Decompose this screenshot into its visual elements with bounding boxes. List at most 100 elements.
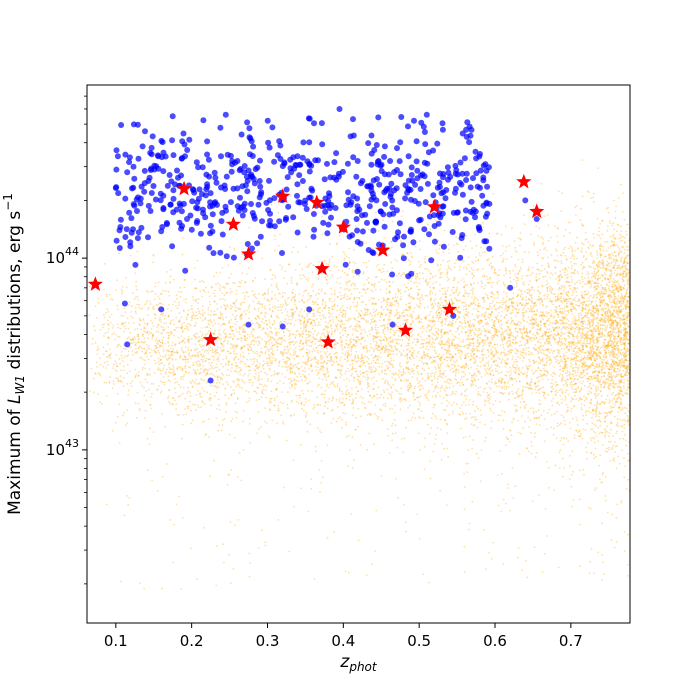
orange-point	[603, 328, 606, 331]
orange-point	[598, 263, 600, 265]
orange-point	[244, 313, 247, 316]
orange-point	[570, 345, 572, 348]
orange-point	[532, 204, 535, 207]
orange-point	[303, 310, 306, 312]
orange-point	[284, 366, 287, 368]
orange-point	[574, 300, 577, 302]
orange-point	[106, 364, 109, 366]
orange-point	[596, 379, 599, 381]
orange-point	[340, 390, 343, 393]
orange-point	[400, 387, 403, 390]
orange-point	[341, 305, 344, 307]
orange-point	[571, 373, 574, 376]
orange-point	[380, 305, 383, 308]
orange-point	[450, 268, 453, 271]
orange-point	[349, 317, 352, 320]
orange-point	[615, 258, 618, 261]
orange-point	[265, 334, 268, 336]
orange-point	[532, 318, 535, 320]
orange-point	[568, 373, 571, 376]
orange-point	[217, 398, 220, 401]
orange-point	[608, 387, 610, 390]
orange-point	[250, 331, 253, 333]
orange-point	[292, 288, 295, 291]
orange-point	[149, 403, 152, 406]
orange-point	[533, 310, 536, 313]
orange-point	[536, 262, 539, 265]
orange-point	[583, 399, 586, 402]
orange-point	[287, 349, 290, 351]
orange-point	[334, 292, 336, 294]
orange-point	[251, 290, 254, 292]
orange-point	[157, 367, 160, 369]
orange-point	[521, 372, 524, 375]
orange-point	[550, 292, 553, 295]
orange-point	[623, 379, 625, 381]
orange-point	[290, 318, 293, 321]
orange-point	[486, 307, 488, 310]
orange-point	[400, 296, 403, 298]
orange-point	[190, 355, 193, 358]
orange-point	[518, 380, 521, 383]
orange-point	[128, 304, 130, 306]
orange-point	[498, 312, 500, 315]
orange-point	[201, 327, 203, 329]
orange-point	[472, 342, 475, 345]
orange-point	[608, 340, 611, 343]
orange-point	[344, 353, 347, 356]
orange-point	[166, 368, 168, 371]
orange-point	[518, 270, 521, 273]
orange-point	[211, 332, 214, 334]
orange-point	[286, 407, 289, 409]
orange-point	[518, 395, 521, 398]
orange-point	[303, 367, 306, 369]
orange-point	[526, 386, 529, 389]
orange-point	[405, 530, 407, 533]
orange-point	[332, 360, 335, 363]
orange-point	[559, 319, 561, 322]
orange-point	[567, 409, 569, 411]
orange-point	[350, 341, 352, 344]
orange-point	[583, 363, 586, 365]
orange-point	[315, 369, 318, 372]
orange-point	[592, 354, 594, 357]
orange-point	[488, 401, 491, 404]
orange-point	[158, 319, 161, 322]
orange-point	[397, 369, 400, 372]
orange-point	[586, 271, 589, 273]
orange-point	[426, 337, 428, 340]
orange-point	[620, 329, 623, 331]
orange-point	[407, 344, 410, 347]
orange-point	[374, 283, 376, 285]
orange-point	[167, 395, 170, 398]
orange-point	[575, 323, 577, 326]
orange-point	[225, 355, 228, 358]
orange-point	[424, 361, 427, 364]
orange-point	[530, 380, 533, 383]
orange-point	[509, 429, 511, 431]
orange-point	[378, 349, 381, 352]
orange-point	[377, 386, 380, 389]
orange-point	[418, 260, 420, 263]
orange-point	[312, 348, 315, 351]
orange-population-points	[88, 157, 631, 590]
orange-point	[500, 473, 503, 475]
orange-point	[558, 286, 561, 289]
orange-point	[407, 406, 409, 409]
orange-point	[571, 313, 574, 316]
orange-point	[281, 365, 284, 368]
orange-point	[354, 345, 357, 347]
orange-point	[620, 381, 622, 384]
orange-point	[313, 358, 316, 360]
orange-point	[335, 243, 338, 246]
orange-point	[335, 356, 338, 359]
orange-point	[380, 278, 383, 281]
orange-point	[516, 349, 518, 352]
orange-point	[160, 325, 163, 328]
orange-point	[270, 284, 273, 287]
orange-point	[451, 325, 454, 327]
orange-point	[194, 348, 197, 351]
orange-point	[270, 374, 273, 377]
orange-point	[155, 337, 158, 340]
orange-point	[212, 367, 215, 370]
